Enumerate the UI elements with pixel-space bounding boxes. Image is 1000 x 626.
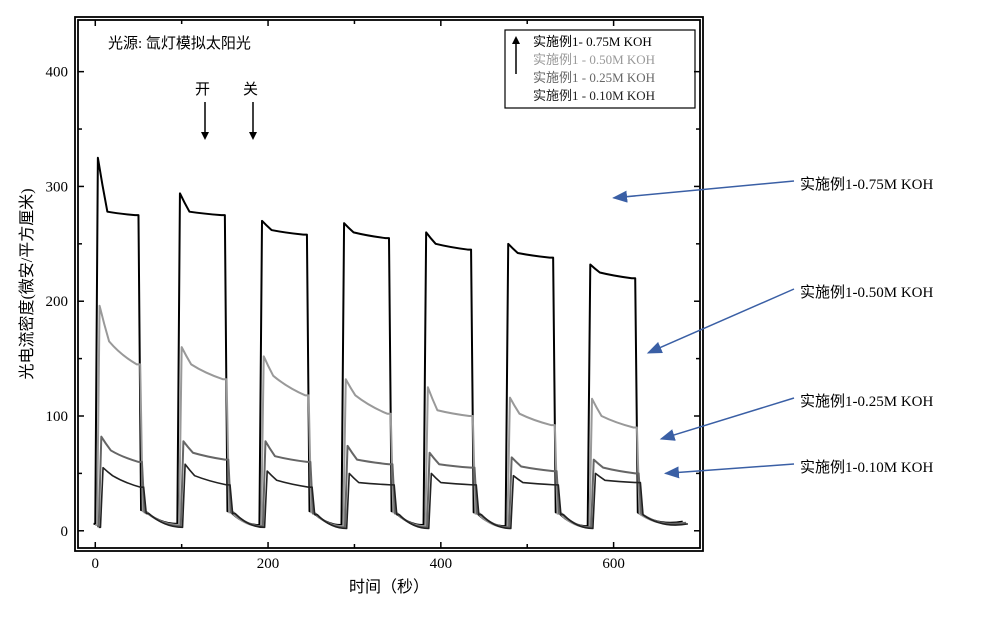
y-tick-label: 200 [46,294,69,310]
callout-label: 实施例1-0.10M KOH [800,456,933,477]
legend-item: 实施例1- 0.75M KOH [533,34,652,49]
legend-item: 实施例1 - 0.25M KOH [533,70,655,85]
callout-label: 实施例1-0.50M KOH [800,281,933,302]
legend-item: 实施例1 - 0.50M KOH [533,52,655,67]
off-label: 关 [243,81,258,98]
y-tick-label: 100 [46,409,69,425]
y-axis-label: 光电流密度(微安/平方厘米) [18,188,36,379]
x-tick-label: 0 [92,556,100,572]
on-label: 开 [195,82,210,98]
callout-label: 实施例1-0.25M KOH [800,390,933,411]
callout-label: 实施例1-0.75M KOH [800,173,933,194]
x-tick-label: 400 [430,556,453,572]
y-tick-label: 300 [46,179,69,195]
x-tick-label: 600 [602,556,625,572]
y-tick-label: 400 [46,65,69,81]
x-axis-label: 时间（秒） [349,578,429,596]
light-source-label: 光源: 氙灯模拟太阳光 [108,35,251,52]
x-tick-label: 200 [257,556,280,572]
legend-item: 实施例1 - 0.10M KOH [533,88,655,103]
y-tick-label: 0 [61,524,69,540]
